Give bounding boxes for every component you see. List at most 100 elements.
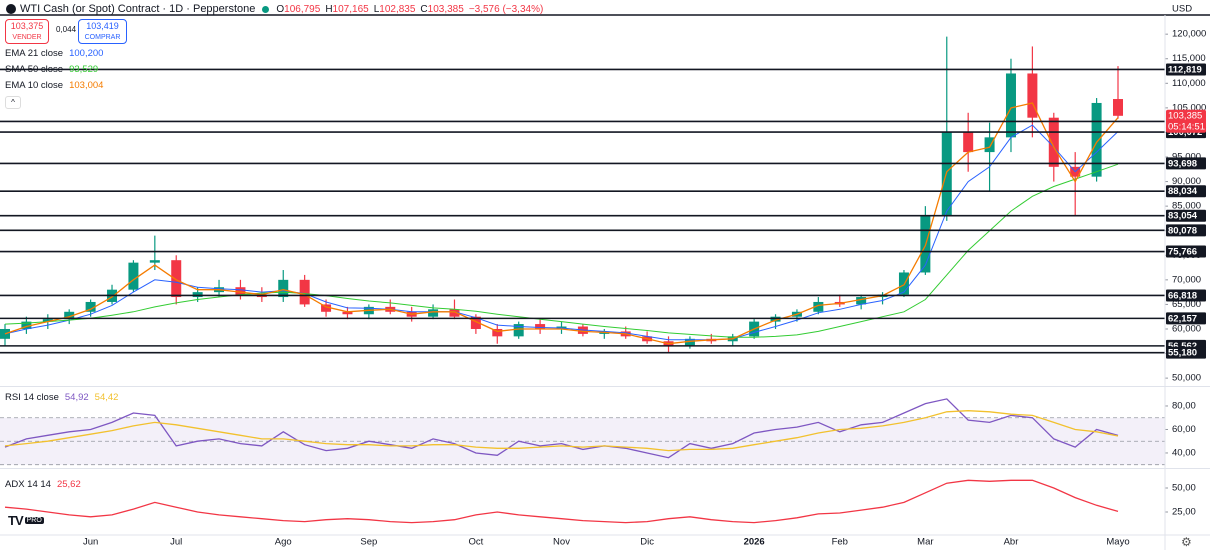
tv-logo: TV PRO (8, 513, 44, 528)
level-tag (1166, 346, 1206, 359)
y-tick-label: 60,000 (1172, 323, 1201, 334)
indicator-legend: SMA 50 close 93,529 (5, 64, 98, 75)
candle-body (684, 338, 695, 347)
ohlc-key: O (276, 3, 285, 15)
ohlc-item: L102,835 (374, 4, 416, 15)
level-tag (1166, 209, 1206, 222)
candle-body (813, 301, 824, 312)
candle-body (299, 279, 310, 305)
indicator-name: ADX 14 14 (5, 479, 51, 490)
candle-body (535, 324, 546, 329)
spread: 0,044 (56, 25, 77, 34)
y-tick-label: 90,000 (1172, 176, 1201, 187)
symbol-icon (6, 4, 16, 14)
y-tick-label: 115,000 (1172, 53, 1206, 64)
x-tick-label: Abr (1004, 537, 1019, 548)
indicator-line (4, 410, 1119, 452)
candle-body (449, 309, 460, 317)
ohlc-key: L (373, 3, 380, 15)
logo-badge: PRO (24, 517, 44, 524)
candle-body (321, 304, 332, 312)
candle-body (235, 287, 246, 295)
y-tick-label: 70,000 (1172, 274, 1201, 285)
indicator-value: 54,42 (94, 392, 119, 403)
ohlc-item: H107,165 (325, 4, 368, 15)
y-tick-label: 60,00 (1172, 424, 1196, 435)
candle-body (278, 279, 289, 298)
candle-body (470, 316, 481, 329)
ohlc-key: H (325, 3, 333, 15)
ohlc-value: 106,795 (284, 3, 321, 15)
candle-body (856, 297, 867, 305)
indicator-line (4, 124, 1119, 341)
sell-price: 103,375 (10, 21, 44, 31)
candle-body (21, 321, 32, 329)
currency-label: USD (1172, 4, 1192, 15)
level-label: 80,078 (1168, 225, 1197, 236)
settings-icon[interactable]: ⚙ (1181, 535, 1192, 549)
y-tick-label: 65,000 (1172, 299, 1201, 310)
candle-body (171, 260, 182, 298)
x-tick-label: Feb (832, 537, 848, 548)
ohlc-item: O106,795 (276, 4, 320, 15)
candle-body (128, 262, 139, 290)
indicator-line (4, 479, 1119, 524)
y-tick-label: 40,00 (1172, 447, 1196, 458)
symbol-title[interactable]: WTI Cash (or Spot) Contract · 1D · Peppe… (20, 3, 256, 15)
x-tick-label: Mayo (1106, 537, 1129, 548)
indicator-line (4, 398, 1119, 459)
symbol-header: WTI Cash (or Spot) Contract · 1D · Peppe… (6, 3, 543, 15)
y-tick-label: 80,00 (1172, 400, 1196, 411)
indicator-value: 93,529 (69, 64, 99, 75)
candle-body (513, 324, 524, 337)
indicator-value: 25,62 (56, 479, 81, 490)
candle-body (1027, 73, 1038, 118)
ohlc-value: −3,576 (−3,34%) (468, 3, 544, 15)
ohlc-value: 102,835 (379, 3, 416, 15)
last-price-tag (1166, 109, 1206, 133)
logo-mark: TV (8, 513, 24, 528)
indicator-legend: EMA 10 close 103,004 (5, 80, 103, 91)
candle-body (1113, 99, 1123, 116)
y-tick-label: 50,000 (1172, 373, 1201, 384)
y-tick-label: 105,000 (1172, 102, 1206, 113)
indicator-name: EMA 21 close (5, 48, 64, 59)
indicator-line (4, 102, 1119, 345)
candle-body (342, 311, 353, 315)
indicator-value: 54,92 (64, 392, 89, 403)
indicator-legend: RSI 14 close 54,92 54,42 (5, 392, 118, 403)
candle-body (963, 132, 974, 153)
collapse-button[interactable]: ^ (5, 96, 21, 109)
y-tick-label: 25,00 (1172, 507, 1196, 518)
candle-body (941, 132, 952, 216)
indicator-legend: EMA 21 close 100,200 (5, 48, 103, 59)
candle-body (149, 260, 160, 263)
ohlc-item: −3,576 (−3,34%) (469, 4, 544, 15)
indicator-name: RSI 14 close (5, 392, 59, 403)
level-tag (1166, 289, 1206, 302)
indicator-line (4, 163, 1119, 338)
level-label: 83,054 (1168, 211, 1198, 222)
y-tick-label: 50,00 (1172, 483, 1196, 494)
ohlc-value: 103,385 (427, 3, 464, 15)
level-label: 62,157 (1168, 313, 1197, 324)
indicator-name: SMA 50 close (5, 64, 64, 75)
last-price-label: 103,385 (1168, 110, 1202, 121)
candle-body (64, 311, 75, 320)
x-tick-label: Dic (640, 537, 654, 548)
level-label: 75,766 (1168, 247, 1197, 258)
x-tick-label: Jun (83, 537, 98, 548)
level-label: 93,698 (1168, 158, 1197, 169)
ohlc-item: C103,385 (420, 4, 463, 15)
level-tag (1166, 63, 1206, 76)
indicator-name: EMA 10 close (5, 80, 64, 91)
level-label: 66,818 (1168, 290, 1197, 301)
buy-button[interactable]: 103,419 COMPRAR (78, 19, 127, 44)
level-tag (1166, 185, 1206, 198)
sell-label: VENDER (12, 34, 42, 41)
candle-body (85, 301, 96, 312)
level-label: 88,034 (1168, 186, 1198, 197)
sell-button[interactable]: 103,375 VENDER (5, 19, 49, 44)
